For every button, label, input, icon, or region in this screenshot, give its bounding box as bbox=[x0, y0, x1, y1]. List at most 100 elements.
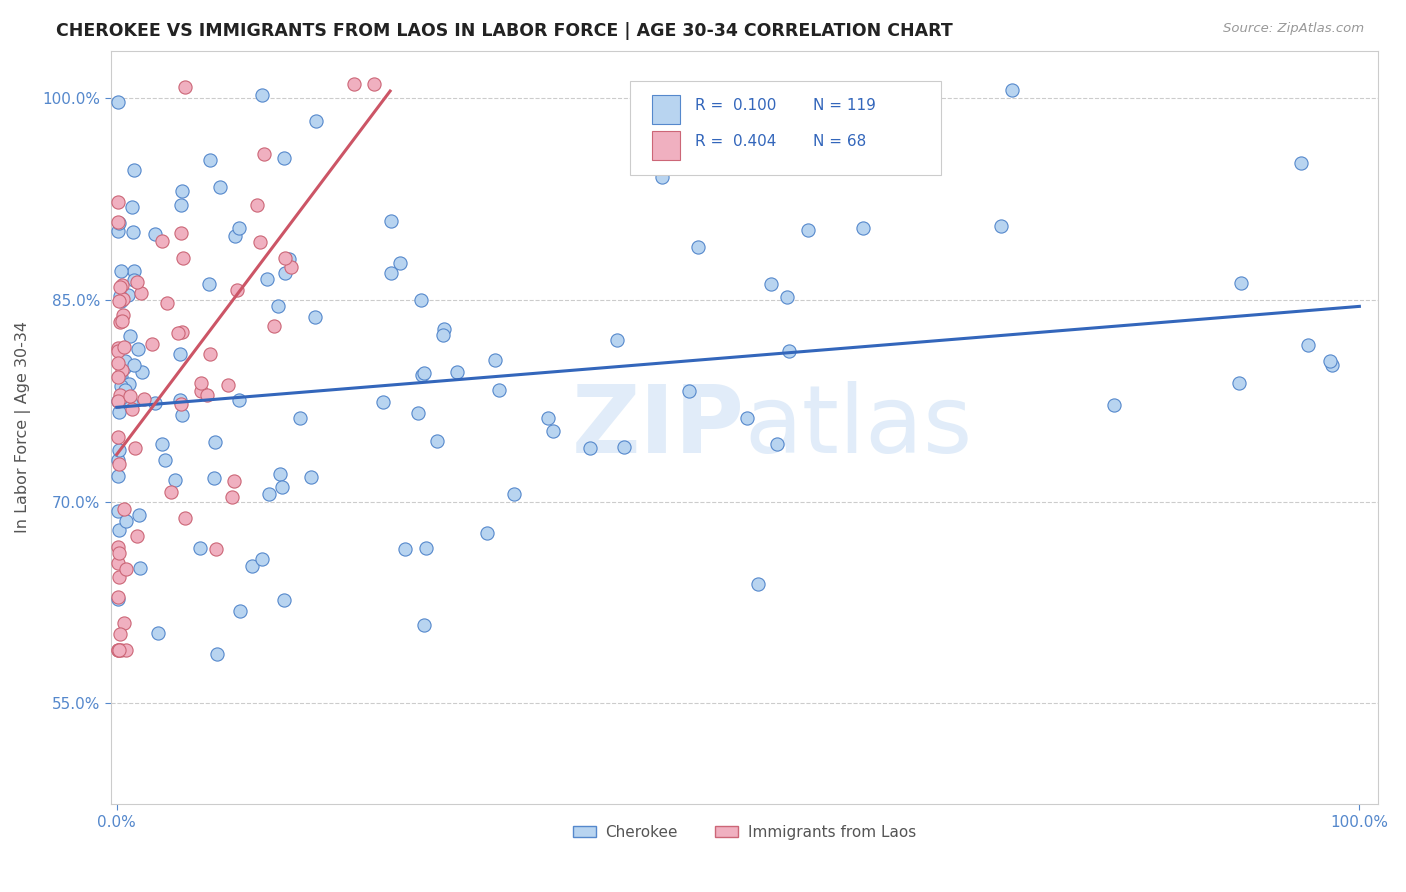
Point bbox=[273, 151, 295, 165]
Point bbox=[759, 277, 782, 291]
Point bbox=[537, 410, 560, 425]
Point bbox=[110, 627, 132, 641]
Point bbox=[188, 541, 211, 555]
Point bbox=[107, 356, 129, 370]
Point bbox=[172, 251, 194, 265]
Point bbox=[122, 272, 145, 286]
Point bbox=[205, 647, 228, 661]
Point bbox=[124, 441, 146, 455]
Point bbox=[209, 179, 232, 194]
Point bbox=[167, 326, 190, 341]
Point bbox=[502, 487, 524, 501]
Point bbox=[246, 198, 269, 212]
Point bbox=[190, 376, 212, 390]
Point bbox=[120, 396, 142, 410]
Point bbox=[173, 510, 195, 524]
Point bbox=[107, 223, 129, 237]
Point bbox=[141, 337, 163, 351]
Point bbox=[1229, 276, 1251, 290]
Text: Source: ZipAtlas.com: Source: ZipAtlas.com bbox=[1223, 22, 1364, 36]
Point bbox=[274, 252, 297, 266]
Point bbox=[776, 290, 799, 304]
Point bbox=[766, 437, 789, 451]
Point bbox=[200, 347, 222, 361]
Point bbox=[110, 293, 132, 308]
Point bbox=[117, 288, 139, 302]
Point bbox=[1319, 354, 1341, 368]
Point bbox=[131, 365, 153, 379]
Point bbox=[108, 315, 131, 329]
Point bbox=[128, 508, 150, 522]
Point bbox=[747, 576, 769, 591]
Point bbox=[413, 366, 436, 380]
Point bbox=[153, 453, 176, 467]
Text: atlas: atlas bbox=[744, 382, 973, 474]
Point bbox=[143, 396, 166, 410]
Point bbox=[107, 95, 129, 109]
Point bbox=[107, 341, 129, 355]
Point bbox=[278, 252, 301, 267]
Point bbox=[229, 604, 252, 618]
Point bbox=[1102, 398, 1125, 412]
Point bbox=[204, 435, 226, 450]
Point bbox=[111, 277, 134, 292]
Point bbox=[413, 618, 436, 632]
Point bbox=[107, 468, 129, 483]
Point bbox=[380, 214, 402, 228]
Point bbox=[111, 314, 134, 328]
Point bbox=[121, 200, 143, 214]
Text: ZIP: ZIP bbox=[571, 382, 744, 474]
Point bbox=[110, 379, 132, 393]
Point bbox=[852, 220, 875, 235]
Point bbox=[170, 226, 193, 240]
Point bbox=[107, 546, 129, 560]
Point bbox=[112, 502, 135, 516]
Point bbox=[112, 360, 135, 375]
Point bbox=[110, 642, 132, 657]
Point bbox=[111, 308, 134, 322]
Point bbox=[150, 437, 173, 451]
Point bbox=[170, 325, 193, 339]
Legend: Cherokee, Immigrants from Laos: Cherokee, Immigrants from Laos bbox=[567, 819, 922, 846]
Point bbox=[107, 642, 129, 657]
Point bbox=[108, 288, 131, 302]
Point bbox=[107, 592, 129, 607]
Point bbox=[1322, 358, 1344, 372]
Point bbox=[112, 292, 135, 306]
Point bbox=[475, 526, 498, 541]
Point bbox=[107, 556, 129, 570]
Point bbox=[886, 138, 908, 153]
Point bbox=[143, 227, 166, 241]
Point bbox=[226, 283, 249, 297]
Point bbox=[110, 362, 132, 376]
Text: N = 119: N = 119 bbox=[813, 98, 876, 113]
Point bbox=[169, 347, 191, 361]
Point bbox=[108, 570, 131, 584]
Point bbox=[796, 223, 818, 237]
Point bbox=[108, 405, 131, 419]
Point bbox=[122, 225, 145, 239]
Point bbox=[107, 523, 129, 537]
Point bbox=[250, 552, 273, 566]
Point bbox=[488, 383, 510, 397]
Point bbox=[228, 392, 250, 407]
Point bbox=[426, 434, 449, 448]
Point bbox=[172, 409, 194, 423]
Point bbox=[304, 310, 326, 324]
Point bbox=[228, 221, 250, 235]
Point bbox=[389, 255, 412, 269]
Point bbox=[127, 342, 149, 356]
Point bbox=[108, 370, 131, 384]
Point bbox=[606, 333, 628, 347]
Point bbox=[222, 474, 245, 488]
Point bbox=[112, 615, 135, 630]
Point bbox=[273, 266, 295, 280]
Point bbox=[112, 340, 135, 354]
Point bbox=[221, 490, 243, 504]
Point bbox=[1296, 338, 1319, 352]
Point bbox=[108, 388, 131, 402]
Point bbox=[110, 263, 132, 277]
Point bbox=[415, 541, 437, 556]
Point bbox=[170, 184, 193, 198]
Point bbox=[107, 195, 129, 210]
